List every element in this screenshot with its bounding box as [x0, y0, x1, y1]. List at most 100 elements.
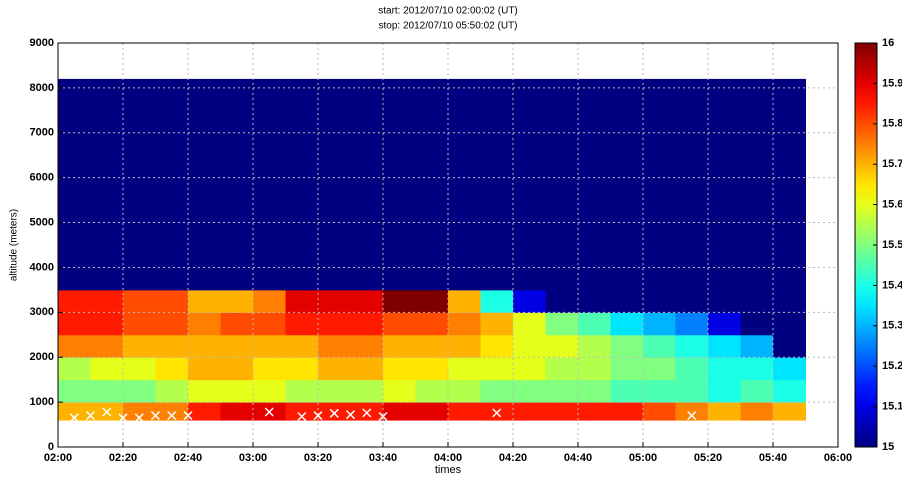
x-tick-label: 06:00: [824, 452, 852, 464]
heatmap-cell: [383, 290, 416, 313]
heatmap-cell: [253, 357, 286, 380]
heatmap-cell: [513, 380, 546, 403]
heatmap-cell: [708, 380, 741, 403]
heatmap-cell: [741, 402, 774, 420]
heatmap-cell: [416, 312, 449, 335]
x-axis-label: times: [435, 464, 462, 476]
y-tick-label: 4000: [30, 261, 54, 273]
heatmap-cell: [253, 312, 286, 335]
heatmap-cell: [416, 402, 449, 420]
heatmap-cell: [708, 402, 741, 420]
heatmap-cell: [611, 402, 644, 420]
heatmap-cell: [546, 402, 579, 420]
heatmap-cell: [286, 290, 319, 313]
heatmap-cell: [741, 312, 774, 335]
heatmap-cell: [58, 357, 91, 380]
heatmap-cell: [318, 402, 351, 420]
heatmap-cell: [91, 380, 124, 403]
heatmap-cell: [416, 335, 449, 358]
heatmap-cell: [123, 335, 156, 358]
heatmap-cell: [253, 335, 286, 358]
heatmap-cell: [58, 290, 91, 313]
heatmap-cell: [481, 380, 514, 403]
heatmap-cell: [221, 335, 254, 358]
heatmap-cell: [708, 290, 741, 313]
colorbar-tick-label: 16: [882, 37, 894, 49]
heatmap-cell: [741, 380, 774, 403]
heatmap-cell: [351, 335, 384, 358]
heatmap-cell: [643, 357, 676, 380]
colorbar-tick-label: 15.4: [882, 279, 902, 291]
heatmap-cell: [91, 312, 124, 335]
x-tick-label: 05:40: [759, 452, 787, 464]
heatmap-cell: [188, 290, 221, 313]
heatmap-cell: [221, 357, 254, 380]
heatmap-cell: [416, 380, 449, 403]
heatmap-cell: [578, 335, 611, 358]
heatmap-cell: [611, 290, 644, 313]
colorbar-tick-label: 15.5: [882, 239, 902, 251]
x-tick-label: 04:00: [434, 452, 462, 464]
heatmap-cell: [741, 335, 774, 358]
heatmap-cell: [188, 335, 221, 358]
x-tick-label: 03:20: [304, 452, 332, 464]
heatmap-cell: [416, 79, 449, 290]
heatmap-cell: [513, 402, 546, 420]
heatmap-cell: [383, 312, 416, 335]
heatmap-cell: [448, 380, 481, 403]
heatmap-cell: [448, 402, 481, 420]
heatmap-cell: [188, 402, 221, 420]
heatmap-cell: [708, 335, 741, 358]
heatmap-cell: [676, 402, 709, 420]
x-tick-label: 04:40: [564, 452, 592, 464]
colorbar-tick-label: 15: [882, 441, 894, 453]
heatmap-cell: [318, 312, 351, 335]
heatmap-cell: [383, 357, 416, 380]
heatmap-cell: [221, 79, 254, 290]
heatmap-cell: [91, 335, 124, 358]
heatmap-cell: [188, 312, 221, 335]
heatmap-cell: [481, 402, 514, 420]
y-axis-label: altitude (meters): [9, 209, 20, 281]
heatmap-cell: [448, 357, 481, 380]
colorbar-tick-label: 15.2: [882, 360, 902, 372]
heatmap-cell: [351, 290, 384, 313]
heatmap-cell: [58, 335, 91, 358]
heatmap-cell: [643, 335, 676, 358]
heatmap-cell: [513, 290, 546, 313]
heatmap-cell: [123, 357, 156, 380]
y-tick-label: 5000: [30, 216, 54, 228]
y-tick-label: 6000: [30, 172, 54, 184]
heatmap-cell: [286, 357, 319, 380]
heatmap-cell: [578, 79, 611, 290]
heatmap-cell: [741, 290, 774, 313]
heatmap-cell: [546, 357, 579, 380]
x-tick-label: 03:40: [369, 452, 397, 464]
heatmap-cell: [448, 79, 481, 290]
heatmap-cell: [91, 357, 124, 380]
heatmap-cell: [221, 290, 254, 313]
heatmap-cell: [481, 357, 514, 380]
heatmap-cell: [286, 380, 319, 403]
heatmap-cell: [676, 335, 709, 358]
heatmap-cell: [188, 380, 221, 403]
heatmap-cell: [351, 79, 384, 290]
heatmap-cell: [546, 312, 579, 335]
heatmap-cell: [578, 357, 611, 380]
heatmap-cell: [383, 380, 416, 403]
subtitle: start: 2012/07/10 02:00:02 (UT): [378, 6, 518, 17]
heatmap-cell: [351, 357, 384, 380]
heatmap-cell: [578, 380, 611, 403]
heatmap-cell: [773, 79, 806, 290]
heatmap-cell: [351, 312, 384, 335]
heatmap-cell: [578, 402, 611, 420]
heatmap-cell: [643, 380, 676, 403]
heatmap-cell: [513, 312, 546, 335]
heatmap-cell: [156, 312, 189, 335]
heatmap-cell: [416, 357, 449, 380]
heatmap-cell: [546, 79, 579, 290]
x-tick-label: 02:00: [44, 452, 72, 464]
heatmap-cell: [448, 290, 481, 313]
heatmap-cell: [351, 402, 384, 420]
chart: start: 2012/07/10 02:00:02 (UT) stop: 20…: [0, 0, 902, 479]
